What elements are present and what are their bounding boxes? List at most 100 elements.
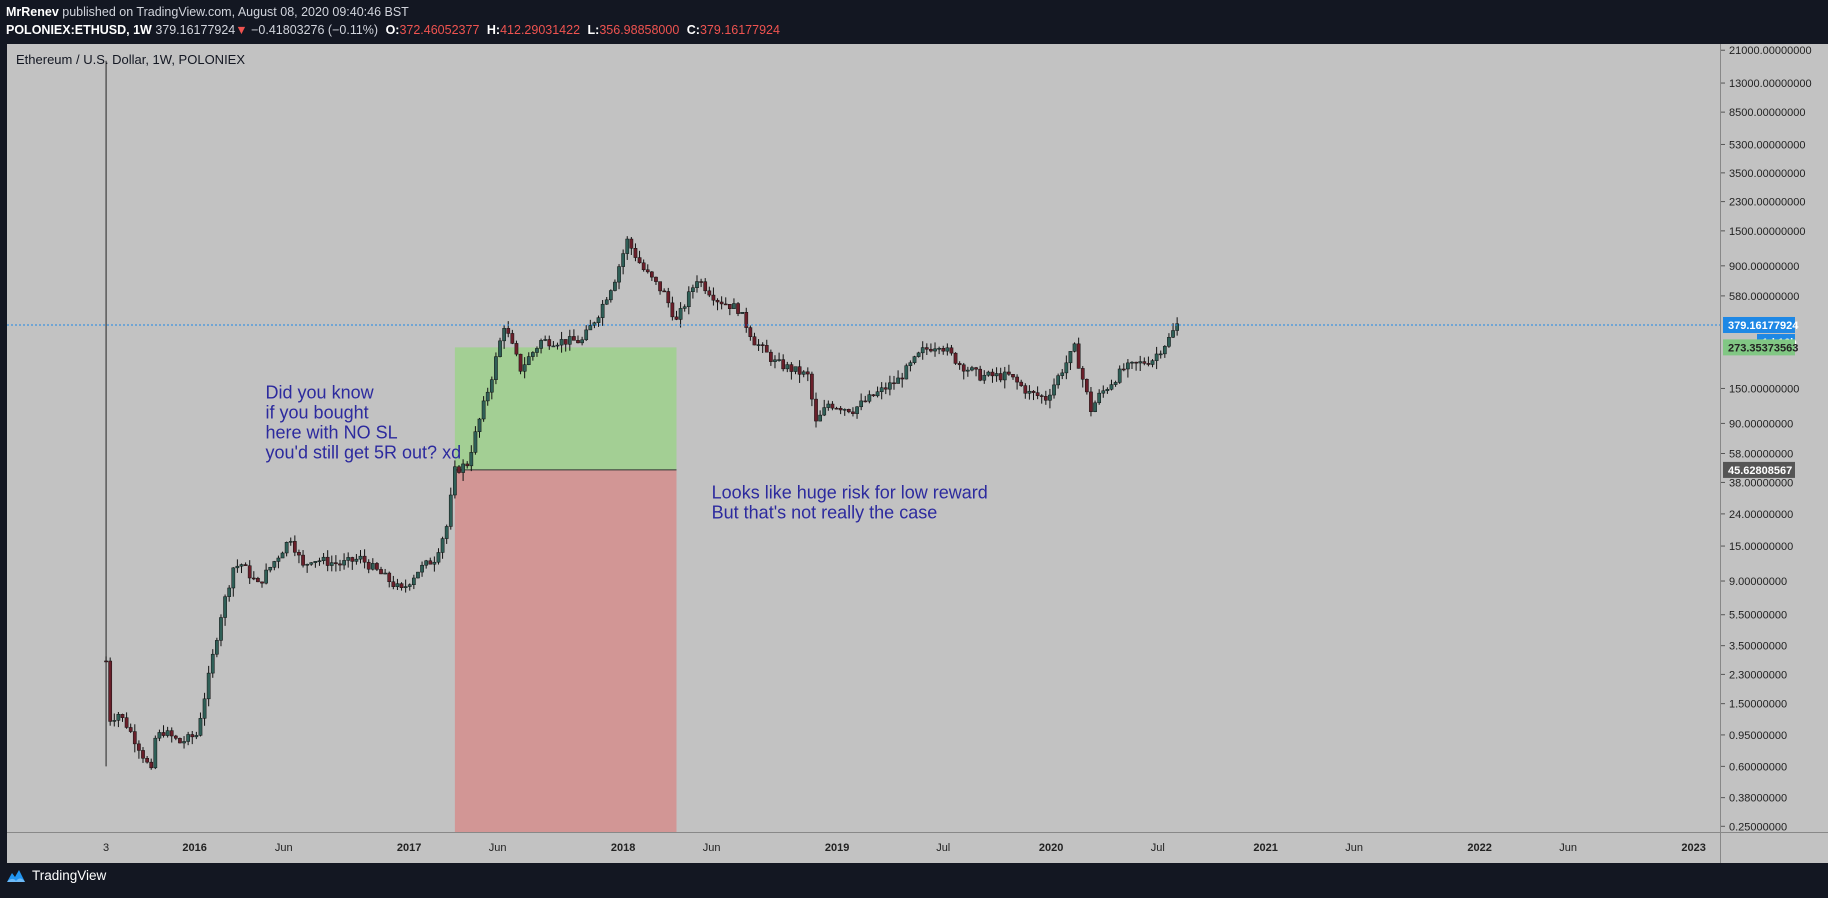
candle-body: [941, 348, 946, 352]
y-tick-label: 21000.00000000: [1729, 45, 1812, 57]
candle-body: [916, 352, 921, 357]
candle-body: [243, 564, 248, 566]
candle-body: [210, 653, 215, 674]
candle-body: [678, 308, 683, 320]
candle-body: [752, 336, 757, 346]
candle-body: [1023, 385, 1028, 394]
candle-body: [777, 359, 781, 361]
candle-body: [124, 717, 129, 728]
candle-body: [1130, 361, 1134, 364]
candle-body: [682, 306, 687, 309]
candle-body: [379, 569, 383, 575]
high-value: 412.29031422: [500, 23, 581, 37]
x-tick-label: 2016: [182, 842, 206, 854]
candle-body: [810, 373, 814, 400]
y-tick-label: 3.50000000: [1729, 641, 1787, 653]
y-tick-label: 150.00000000: [1729, 383, 1799, 395]
candle-body: [481, 400, 486, 420]
x-tick-label: Jun: [1345, 842, 1363, 854]
candle-body: [260, 581, 264, 584]
candle-body: [641, 262, 646, 271]
candle-body: [961, 364, 966, 372]
candle-body: [855, 406, 859, 414]
candle-body: [128, 727, 133, 732]
candle-body: [292, 541, 297, 553]
symbol-name: POLONIEX:ETHUSD, 1W: [6, 23, 152, 37]
target-price-badge: 273.35373563: [1728, 342, 1798, 354]
candle-body: [329, 562, 334, 566]
candle-body: [637, 257, 642, 264]
footer-brand[interactable]: TradingView: [6, 868, 106, 883]
axis-corner: [1720, 832, 1828, 863]
candle-body: [1085, 378, 1089, 393]
y-tick-label: 1.50000000: [1729, 699, 1787, 711]
candle-body: [613, 281, 617, 291]
candle-body: [309, 562, 314, 565]
candlestick-chart[interactable]: Did you know if you bought here with NO SL…: [7, 44, 1720, 832]
x-tick-label: Jun: [1559, 842, 1577, 854]
candle-body: [953, 352, 958, 364]
candle-body: [1162, 346, 1167, 355]
candle-body: [945, 347, 950, 352]
price-axis[interactable]: 21000.00000000 13000.00000000 8500.0000000…: [1720, 44, 1828, 833]
candle-body: [424, 560, 429, 566]
candle-body: [531, 352, 535, 357]
candle-body: [974, 367, 978, 370]
candle-body: [313, 561, 318, 563]
candle-body: [822, 407, 827, 416]
close-label: C:: [686, 23, 700, 37]
chart-pane[interactable]: Did you know if you bought here with NO SL…: [7, 44, 1720, 832]
candle-body: [929, 348, 933, 352]
annotation-text-1: Did you know if you bought here with NO SL…: [266, 382, 462, 462]
candle-body: [879, 387, 884, 392]
candle-body: [1142, 361, 1147, 364]
y-tick-label: 58.00000000: [1729, 448, 1793, 460]
candle-body: [1056, 375, 1060, 386]
y-tick-label: 3500.00000000: [1729, 168, 1805, 180]
candle-body: [465, 463, 470, 467]
x-tick-label: Jun: [489, 842, 507, 854]
entry-price-badge-bg: [1723, 461, 1795, 478]
candle-body: [924, 347, 929, 350]
candle-body: [756, 344, 761, 346]
candle-body: [325, 556, 330, 566]
candle-body: [986, 371, 991, 376]
candle-body: [703, 281, 708, 292]
candle-body: [1089, 391, 1093, 412]
annotation-line: Did you know: [266, 382, 375, 402]
x-tick-label: 2017: [397, 842, 421, 854]
candle-body: [600, 303, 605, 318]
candle-body: [727, 304, 732, 309]
candle-body: [970, 367, 974, 371]
candle-body: [288, 541, 293, 543]
x-tick-label: 2022: [1467, 842, 1491, 854]
y-tick-label: 0.95000000: [1729, 730, 1787, 742]
x-tick-label: Jun: [703, 842, 721, 854]
candle-body: [1109, 384, 1114, 390]
candle-body: [883, 387, 888, 390]
candle-body: [358, 555, 363, 560]
candle-body: [1093, 402, 1097, 412]
author-name[interactable]: MrRenev: [6, 5, 59, 19]
candle-body: [173, 735, 178, 739]
publish-info: published on TradingView.com, August 08,…: [58, 5, 409, 19]
candle-body: [793, 366, 798, 372]
candle-body: [1007, 371, 1011, 375]
candle-body: [604, 299, 609, 305]
candle-body: [966, 369, 970, 372]
chart-title: Ethereum / U.S. Dollar, 1W, POLONIEX: [16, 52, 246, 67]
candle-body: [494, 356, 498, 380]
candle-body: [354, 558, 359, 562]
candle-body: [461, 463, 465, 473]
candle-body: [994, 373, 999, 377]
annotation-text-2: Looks like huge risk for low reward But t…: [712, 483, 988, 523]
candle-body: [567, 336, 572, 345]
candle-body: [781, 359, 786, 370]
candle-body: [370, 563, 375, 570]
time-axis[interactable]: 3 2016 Jun 2017 Jun 2018 Jun 2019 Jul 2020 Jul 2021…: [7, 832, 1720, 863]
candle-body: [846, 409, 851, 413]
candle-body: [436, 552, 441, 563]
candle-body: [502, 328, 506, 342]
candle-body: [539, 340, 543, 349]
candle-body: [1039, 395, 1044, 397]
